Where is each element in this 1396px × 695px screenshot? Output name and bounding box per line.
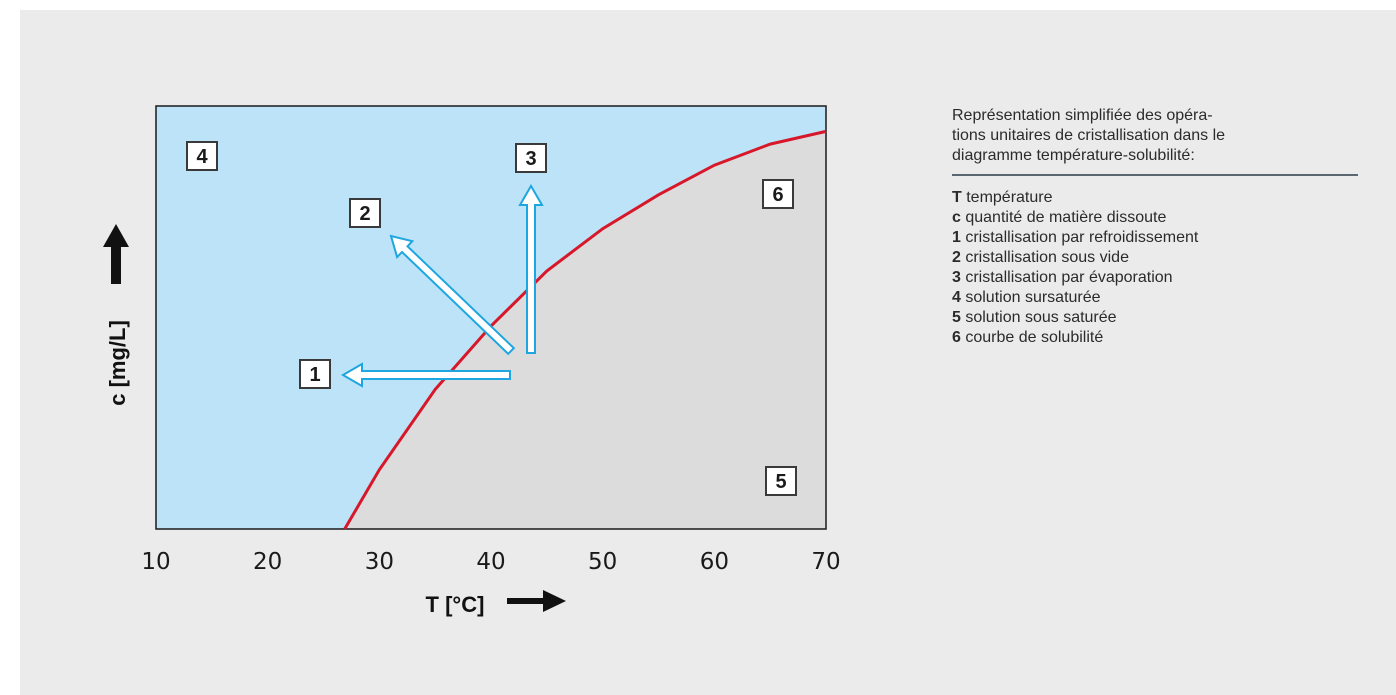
x-axis-label: T [°C]: [426, 592, 485, 617]
legend-item: 2 cristallisation sous vide: [952, 248, 1358, 268]
x-tick-label: 20: [253, 549, 282, 575]
y-axis-label: c [mg/L]: [105, 320, 130, 406]
legend-item: 6 courbe de solubilité: [952, 328, 1358, 348]
arrow-2-vacuum: [389, 234, 516, 356]
x-tick-label: 10: [141, 549, 170, 575]
legend-divider: [952, 174, 1358, 176]
legend-item-key: 3: [952, 269, 961, 286]
label-box-6: 6: [762, 179, 794, 209]
x-tick-label: 30: [365, 549, 394, 575]
undersaturated-region: [344, 131, 826, 529]
legend-item-text: température: [961, 189, 1053, 206]
legend-item-key: 5: [952, 309, 961, 326]
plot-frame: [155, 105, 827, 530]
label-box-frame: [349, 198, 381, 228]
y-axis-arrow-icon: [103, 224, 129, 284]
legend-item: c quantité de matière dissoute: [952, 208, 1358, 228]
legend-intro-line: diagramme température-solubilité:: [952, 147, 1195, 164]
x-axis-arrow-icon: [507, 590, 566, 612]
x-tick-label: 60: [700, 549, 729, 575]
label-box-1: 1: [299, 359, 331, 389]
legend-intro-line: Représentation simplifiée des opéra-: [952, 107, 1213, 124]
label-number: 1: [309, 364, 320, 386]
label-box-4: 4: [186, 141, 218, 171]
legend-item: T température: [952, 188, 1358, 208]
legend-item-text: cristallisation sous vide: [960, 249, 1129, 266]
legend-item-key: T: [952, 189, 962, 206]
label-number: 2: [359, 203, 370, 225]
arrow-3-evaporation: [518, 184, 544, 354]
legend-item-text: cristallisation par évaporation: [960, 269, 1173, 286]
legend-items: T température c quantité de matière disso…: [952, 188, 1358, 348]
legend: Représentation simplifiée des opéra- tio…: [952, 106, 1358, 348]
label-number: 4: [196, 146, 208, 168]
legend-item: 4 solution sursaturée: [952, 288, 1358, 308]
legend-item-text: courbe de solubilité: [960, 329, 1104, 346]
legend-intro: Représentation simplifiée des opéra- tio…: [952, 106, 1358, 170]
label-box-frame: [765, 466, 797, 496]
label-number: 3: [525, 148, 536, 170]
solubility-curve: [343, 129, 827, 530]
label-box-3: 3: [515, 143, 547, 173]
legend-item-key: 6: [952, 329, 961, 346]
legend-item: 5 solution sous saturée: [952, 308, 1358, 328]
legend-item-key: 4: [952, 289, 961, 306]
label-number: 5: [775, 471, 786, 493]
x-tick-label: 40: [476, 549, 505, 575]
x-tick-label: 70: [811, 549, 840, 575]
arrow-1-cooling: [341, 362, 511, 388]
x-tick-label: 50: [588, 549, 617, 575]
label-box-frame: [299, 359, 331, 389]
legend-item-text: solution sursaturée: [960, 289, 1101, 306]
legend-item-key: c: [952, 209, 961, 226]
label-box-frame: [186, 141, 218, 171]
legend-item-key: 2: [952, 249, 961, 266]
legend-item: 3 cristallisation par évaporation: [952, 268, 1358, 288]
label-box-2: 2: [349, 198, 381, 228]
legend-item-text: quantité de matière dissoute: [960, 209, 1167, 226]
label-box-5: 5: [765, 466, 797, 496]
legend-item-text: solution sous saturée: [960, 309, 1117, 326]
legend-intro-line: tions unitaires de cristallisation dans …: [952, 127, 1226, 144]
legend-item-text: cristallisation par refroidissement: [960, 229, 1199, 246]
legend-item: 1 cristallisation par refroidissement: [952, 228, 1358, 248]
label-number: 6: [772, 184, 783, 206]
legend-item-key: 1: [952, 229, 961, 246]
label-box-frame: [515, 143, 547, 173]
label-box-frame: [762, 179, 794, 209]
